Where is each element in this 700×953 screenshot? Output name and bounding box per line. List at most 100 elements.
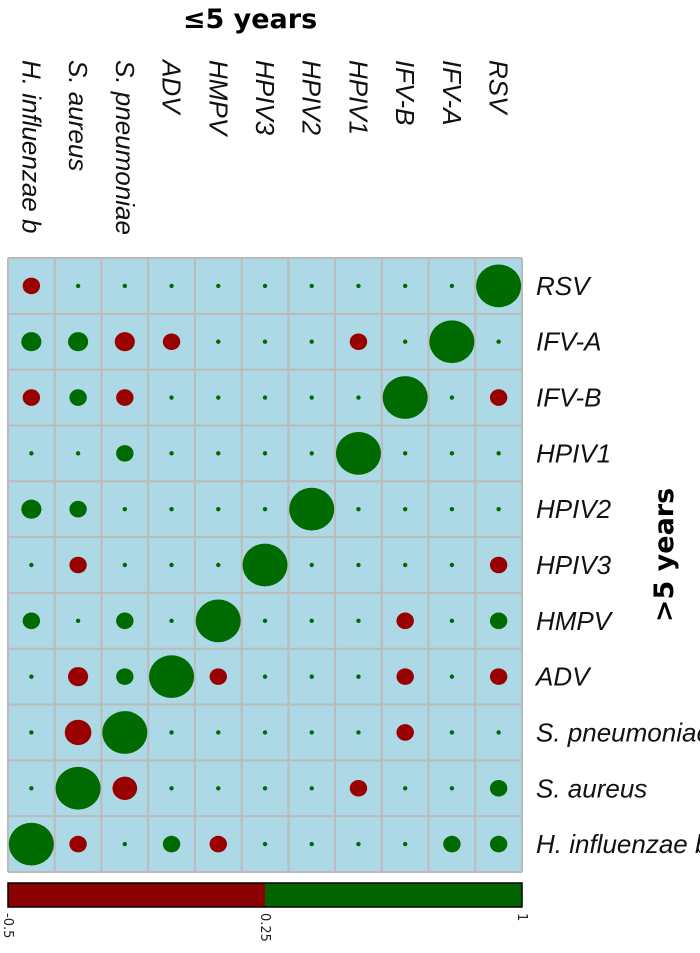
colorbar-positive (265, 883, 522, 907)
bubble (68, 667, 89, 687)
row-label: S. aureus (536, 773, 647, 803)
bubble (402, 841, 408, 847)
bubble (21, 499, 42, 519)
column-label: IFV-B (390, 60, 420, 125)
bubble (356, 395, 361, 400)
colorbar-tick-label: -0.5 (0, 913, 15, 938)
bubble (356, 730, 361, 735)
column-label: S. aureus (63, 60, 93, 171)
bubble (449, 786, 455, 791)
bubble (382, 376, 428, 419)
bubble (262, 451, 268, 456)
bubble (75, 283, 81, 289)
colorbar-ticks: -0.5 0.25 1 (0, 913, 529, 942)
bubble (449, 618, 455, 624)
bubbles (8, 264, 522, 866)
bubble (262, 730, 268, 735)
row-label: S. pneumoniae (536, 717, 700, 747)
bubble (112, 776, 138, 800)
bubble (449, 283, 455, 289)
bubble (396, 668, 414, 685)
bubble (122, 562, 128, 568)
bubble (489, 835, 508, 853)
bubble (116, 445, 134, 462)
row-labels: RSV IFV-A IFV-B HPIV1 HPIV2 HPIV3 HMPV ADV S. pn… (534, 271, 700, 859)
bubble (489, 668, 508, 685)
bubble (489, 612, 508, 630)
bubble (209, 668, 227, 685)
bubble (216, 730, 221, 735)
column-label: S. pneumoniae (110, 60, 140, 235)
bubble (169, 506, 174, 512)
bubble (169, 786, 174, 791)
bubble (402, 283, 408, 289)
bubble (22, 277, 41, 295)
bubble (21, 332, 42, 352)
bubble (309, 451, 314, 456)
bubble (64, 719, 92, 746)
bubble (402, 451, 408, 456)
bubble (216, 339, 221, 344)
bubble (496, 451, 501, 456)
row-label: HPIV1 (536, 438, 611, 468)
bubble (102, 711, 148, 754)
bubble (356, 674, 361, 679)
bubble (216, 395, 221, 400)
bubble (356, 618, 361, 624)
bubble (349, 779, 368, 797)
bubble (449, 451, 455, 456)
bubble (8, 822, 54, 866)
title-top: ≤5 years (183, 4, 317, 35)
colorbar (7, 882, 523, 908)
bubble (489, 556, 508, 574)
bubble (169, 283, 174, 289)
bubble (489, 779, 508, 797)
column-label: IFV-A (437, 60, 467, 125)
column-label: HMPV (203, 60, 233, 138)
bubble (29, 786, 34, 791)
row-label: IFV-B (536, 383, 601, 413)
bubble (309, 730, 314, 735)
bubble (75, 618, 81, 624)
bubble (402, 562, 408, 568)
bubble (242, 543, 288, 587)
bubble (309, 674, 314, 679)
bubble (169, 562, 174, 568)
bubble (68, 332, 89, 352)
bubble (69, 835, 87, 853)
title-right: >5 years (649, 488, 680, 622)
bubble (169, 451, 174, 456)
bubble (169, 730, 174, 735)
bubble (216, 283, 221, 289)
colorbar-negative (8, 883, 265, 907)
bubble (162, 835, 181, 853)
row-label: HPIV2 (536, 494, 612, 524)
bubble (116, 612, 134, 630)
bubble (262, 339, 268, 344)
column-label: HPIV3 (250, 60, 280, 136)
bubble (114, 332, 135, 352)
bubble (149, 655, 195, 699)
row-label: ADV (534, 662, 592, 692)
bubble (309, 786, 314, 791)
bubble (116, 389, 134, 406)
bubble (396, 612, 414, 630)
bubble (349, 333, 368, 351)
column-label: ADV (157, 58, 187, 116)
bubble (29, 451, 34, 456)
bubble (216, 562, 221, 568)
bubble (69, 556, 87, 574)
bubble (162, 333, 181, 351)
bubble (335, 431, 381, 475)
bubble (356, 506, 361, 512)
bubble (309, 283, 314, 289)
bubble (122, 283, 128, 289)
bubble (122, 841, 128, 847)
bubble (496, 339, 501, 344)
bubble (402, 506, 408, 512)
bubble (262, 841, 268, 847)
bubble (449, 674, 455, 679)
column-label: H. influenzae b (16, 60, 46, 233)
bubble (29, 562, 34, 568)
